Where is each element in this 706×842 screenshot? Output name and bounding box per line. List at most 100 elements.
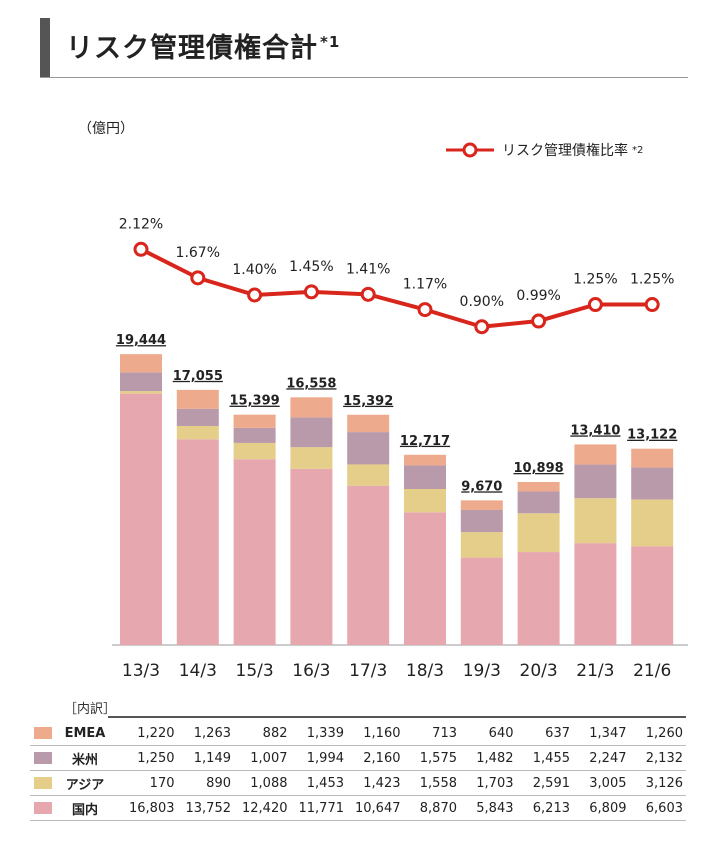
bar-segment-americas [120,372,162,392]
ratio-label: 0.90% [460,294,504,310]
breakdown-swatch [34,777,52,789]
x-tick-label: 16/3 [292,661,330,681]
breakdown-cell: 3,126 [645,775,683,791]
breakdown-row-divider [30,795,686,796]
ratio-point [133,241,149,257]
legend-label: リスク管理債権比率 [502,143,628,159]
bar-total-label: 17,055 [173,369,223,384]
breakdown-row-domestic: 国内 16,803 13,752 12,420 11,771 10,647 8,870 5,8… [30,797,686,819]
bar-segment-emea [631,448,674,468]
bar-segment-emea [404,454,446,466]
breakdown-cell: 16,803 [129,800,175,816]
bar-total-label: 13,410 [570,423,620,438]
breakdown-cell: 1,263 [193,725,231,741]
bar-segment-domestic [517,552,560,645]
breakdown-row-divider [30,770,686,771]
x-tick-label: 21/6 [633,661,671,681]
legend-footnote-mark: *2 [632,144,644,156]
breakdown-cell: 1,482 [476,750,514,766]
x-tick-label: 21/3 [576,661,614,681]
breakdown-cell: 640 [488,725,514,741]
bar-segment-asia [290,447,333,469]
x-tick-label: 15/3 [236,661,274,681]
breakdown-cell: 2,160 [363,750,401,766]
ratio-label: 1.45% [289,259,333,275]
x-tick-label: 14/3 [179,661,217,681]
bar-total-label: 13,122 [627,428,677,443]
bar-segment-emea [347,414,390,433]
bar-segment-asia [404,488,446,513]
breakdown-cell: 1,160 [363,725,401,741]
breakdown-cell: 1,220 [137,725,175,741]
bar-segment-asia [517,513,560,553]
bar-segment-asia [233,442,276,460]
bar-segment-americas [517,491,560,514]
breakdown-row-asia: アジア 170 890 1,088 1,453 1,423 1,558 1,703 2,591 3… [30,772,686,794]
breakdown-cell: 890 [206,775,231,791]
breakdown-cell: 10,647 [355,800,401,816]
breakdown-cell: 1,455 [532,750,570,766]
breakdown-row-divider [30,820,686,821]
breakdown-cell: 2,591 [532,775,570,791]
bar-segment-americas [347,432,390,465]
x-tick-label: 17/3 [349,661,387,681]
breakdown-cell: 3,005 [589,775,627,791]
breakdown-cell: 6,809 [589,800,627,816]
bar-segment-asia [120,391,162,394]
ratio-point [474,319,490,335]
breakdown-cell: 1,423 [363,775,401,791]
breakdown-cell: 11,771 [298,800,345,816]
bar-total-label: 15,399 [230,394,280,409]
ratio-label: 1.25% [630,272,674,288]
breakdown-cell: 882 [262,725,288,741]
ratio-label: 1.25% [573,272,617,288]
unit-label: （億円） [78,121,134,137]
bar-segment-emea [517,481,560,492]
breakdown-cell: 1,088 [250,775,288,791]
breakdown-row-americas: 米州 1,250 1,149 1,007 1,994 2,160 1,575 1,482 1,4… [30,747,686,769]
title-text: リスク管理債権合計 [66,33,318,64]
breakdown-cell: 5,843 [476,800,514,816]
bar-segment-domestic [404,512,446,645]
bar-segment-asia [460,532,503,558]
chart-canvas: 19,444 13/3 17,055 14/3 15,399 15/3 16,558 16/3… [112,216,688,681]
bar-segment-americas [460,509,503,533]
breakdown-cell: 1,453 [306,775,344,791]
ratio-label: 1.41% [346,261,390,277]
breakdown-cell: 8,870 [419,800,457,816]
bar-segment-domestic [176,439,219,645]
breakdown-cell: 1,339 [306,725,344,741]
title-accent-bar [40,18,50,78]
breakdown-cell: 1,558 [419,775,457,791]
title-divider [40,77,688,78]
ratio-label: 1.40% [232,262,276,278]
ratio-label: 1.17% [403,277,447,293]
legend: リスク管理債権比率 *2 [444,140,643,160]
bar-total-label: 10,898 [514,461,564,476]
breakdown-cell: 13,752 [185,800,232,816]
breakdown-swatch [34,802,52,814]
bar-segment-emea [290,397,333,418]
breakdown-cell: 170 [149,775,175,791]
bar-total-label: 15,392 [343,394,393,409]
bar-segment-domestic [347,485,390,645]
x-tick-label: 18/3 [406,661,444,681]
breakdown-cell: 1,260 [645,725,683,741]
bar-total-label: 19,444 [116,333,166,348]
breakdown-row-label: 国内 [71,802,98,818]
bar-segment-asia [347,464,390,486]
ratio-point [247,287,263,303]
ratio-point [360,286,376,302]
breakdown-row-emea: EMEA 1,220 1,263 882 1,339 1,160 713 640 637 1,34… [30,722,686,744]
breakdown-row-divider [30,745,686,746]
breakdown-row-label: 米州 [71,752,98,768]
ratio-point [531,313,547,329]
ratio-point [417,302,433,318]
bar-segment-americas [176,408,219,426]
breakdown-cell: 2,132 [645,750,683,766]
x-tick-label: 19/3 [463,661,501,681]
x-tick-label: 20/3 [520,661,558,681]
ratio-point [190,270,206,286]
breakdown-row-label: アジア [65,777,105,793]
breakdown-cell: 1,007 [250,750,288,766]
